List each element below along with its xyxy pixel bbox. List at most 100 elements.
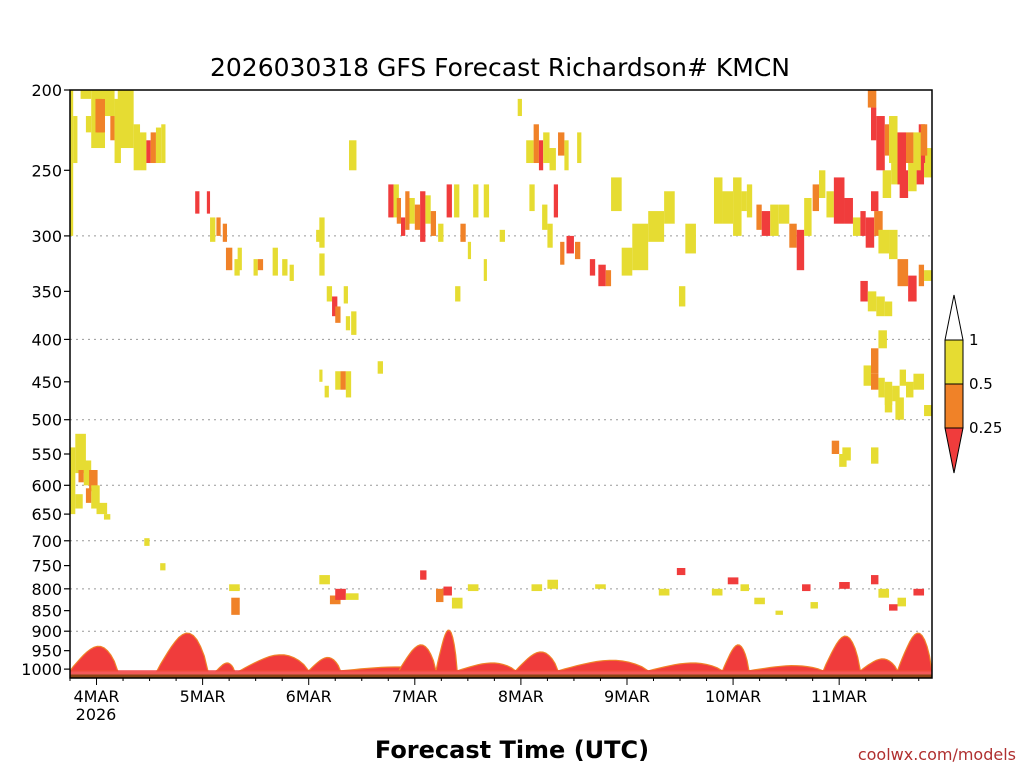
ri-cell xyxy=(234,259,240,276)
ri-cell xyxy=(895,397,904,420)
ri-cell xyxy=(95,98,106,133)
boundary-layer-bump xyxy=(648,662,725,672)
ri-cell xyxy=(713,177,723,224)
boundary-layer-bump xyxy=(514,651,559,672)
ri-cell xyxy=(632,223,649,271)
bl-patch xyxy=(231,597,240,615)
ri-cell xyxy=(430,211,437,236)
bl-patch xyxy=(345,593,359,600)
x-tick-label: 9MAR xyxy=(604,687,650,706)
ri-cell xyxy=(547,223,553,248)
ri-cell xyxy=(144,538,150,546)
ri-cell xyxy=(257,259,264,271)
ri-cell xyxy=(438,223,444,242)
ri-cell xyxy=(140,132,147,171)
y-tick-label: 950 xyxy=(31,642,62,661)
ri-cell xyxy=(867,90,877,108)
ri-cell xyxy=(206,191,211,214)
x-year-label: 2026 xyxy=(76,705,117,724)
y-tick-label: 350 xyxy=(31,282,62,301)
bl-patch xyxy=(839,582,850,589)
bl-patch xyxy=(467,584,479,592)
legend-swatch-white xyxy=(944,294,964,341)
plot-frame xyxy=(69,89,933,679)
ri-cell xyxy=(918,264,925,287)
ri-cell xyxy=(884,124,890,156)
ri-cell xyxy=(884,389,893,413)
ri-cell xyxy=(819,170,826,198)
ri-cell xyxy=(282,259,288,276)
y-tick-label: 600 xyxy=(31,476,62,495)
bl-patch xyxy=(810,602,818,609)
ri-cell xyxy=(577,132,582,164)
ri-cell xyxy=(326,286,333,302)
ri-cell xyxy=(377,361,383,374)
ri-cell xyxy=(605,270,612,287)
ri-cell xyxy=(91,485,100,509)
credit-link[interactable]: coolwx.com/models xyxy=(858,745,1016,764)
legend-label: 0.5 xyxy=(969,375,993,393)
bl-patch xyxy=(878,588,890,598)
ri-cell xyxy=(892,385,900,402)
ri-cell xyxy=(664,191,675,224)
ri-cell xyxy=(648,211,665,242)
bl-patch xyxy=(335,588,346,600)
boundary-layer-bump xyxy=(215,662,236,672)
x-tick-label: 4MAR xyxy=(73,687,119,706)
ri-cell xyxy=(460,223,466,242)
y-tick-label: 250 xyxy=(31,161,62,180)
ri-cell xyxy=(770,204,779,236)
ri-cell xyxy=(852,217,861,236)
ri-cell xyxy=(589,259,596,276)
ri-cell xyxy=(161,124,166,164)
boundary-layer-bump xyxy=(307,656,342,672)
ri-cell xyxy=(685,223,696,254)
chart-title: 2026030318 GFS Forecast Richardson# KMCN xyxy=(210,53,790,82)
bl-patch xyxy=(897,597,907,607)
ri-cell xyxy=(878,330,887,349)
bl-patch xyxy=(870,575,879,585)
ri-cell xyxy=(621,247,633,276)
ri-cell xyxy=(756,204,762,230)
boundary-layer-bump xyxy=(858,658,899,672)
ri-cell xyxy=(878,377,885,398)
ri-cell xyxy=(401,217,406,236)
plot-area xyxy=(69,89,933,679)
legend-label: 1 xyxy=(969,331,979,349)
ri-cell xyxy=(842,447,851,461)
ri-cell xyxy=(319,369,323,382)
boundary-layer-bump xyxy=(70,645,119,672)
y-tick-label: 850 xyxy=(31,602,62,621)
ri-cell xyxy=(906,132,914,164)
ri-cell xyxy=(913,373,925,390)
boundary-layer-bump xyxy=(435,629,458,672)
ri-cell xyxy=(473,184,479,218)
ri-cell xyxy=(420,191,426,242)
boundary-layer-bump xyxy=(237,654,310,672)
ri-cell xyxy=(467,241,472,260)
ri-cell xyxy=(761,211,771,236)
ri-cell xyxy=(924,270,932,281)
y-tick-label: 800 xyxy=(31,580,62,599)
bl-patch xyxy=(802,584,811,592)
ri-cell xyxy=(863,365,871,386)
ri-cell xyxy=(920,124,928,156)
ri-cell xyxy=(831,440,840,454)
ri-cell xyxy=(924,405,932,417)
bl-patch xyxy=(547,579,559,589)
ri-cell xyxy=(543,132,550,164)
ri-cell xyxy=(844,197,853,224)
ri-cell xyxy=(155,127,162,164)
y-tick-label: 400 xyxy=(31,330,62,349)
ri-cell xyxy=(882,170,892,198)
ri-cell xyxy=(101,90,107,99)
ri-cell xyxy=(96,502,108,515)
ri-cell xyxy=(826,191,834,218)
ri-cell xyxy=(133,124,141,171)
ri-cell xyxy=(388,184,394,218)
ri-cell xyxy=(889,229,898,260)
ri-cell xyxy=(870,373,879,390)
ri-cell xyxy=(351,311,357,335)
ri-cell xyxy=(225,247,233,271)
legend-label: 0.25 xyxy=(969,419,1002,437)
